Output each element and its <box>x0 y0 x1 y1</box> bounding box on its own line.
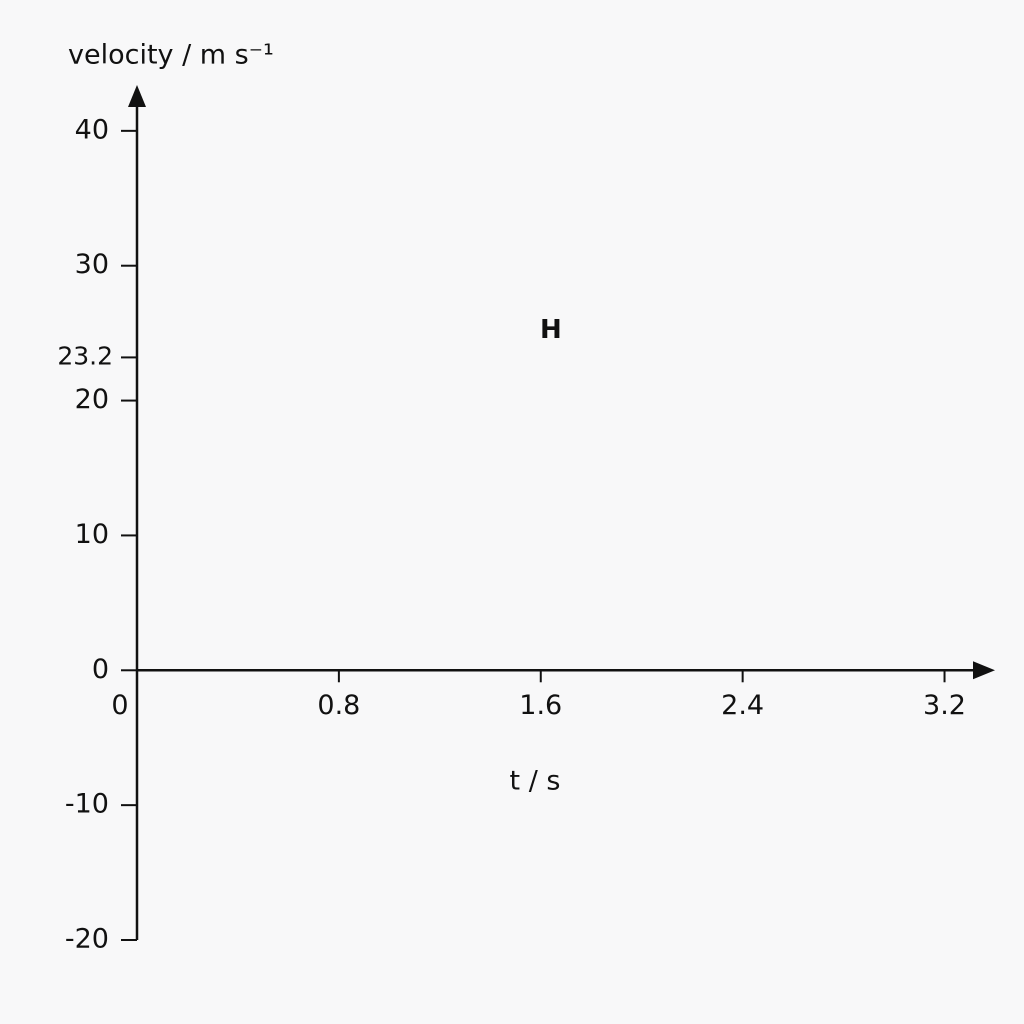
x-tick-label: 0 <box>111 690 128 721</box>
y-axis-arrow <box>128 85 146 107</box>
y-tick-label: 20 <box>75 384 109 415</box>
y-tick-label: 23.2 <box>57 341 113 370</box>
x-tick-label: 1.6 <box>519 690 562 721</box>
x-tick-label: 2.4 <box>721 690 764 721</box>
x-axis-arrow <box>973 661 995 680</box>
y-tick-label: 0 <box>92 654 109 685</box>
y-tick-label: -10 <box>65 789 109 820</box>
y-tick-label: -20 <box>65 924 109 955</box>
y-tick-label: 30 <box>75 249 109 280</box>
y-axis-label: velocity / m s⁻¹ <box>68 40 274 71</box>
x-tick-label: 3.2 <box>923 690 966 721</box>
series-label: H <box>540 315 562 345</box>
x-tick-label: 0.8 <box>317 690 360 721</box>
y-tick-label: 10 <box>75 519 109 550</box>
x-axis-label: t / s <box>510 766 561 797</box>
y-tick-label: 40 <box>75 114 109 145</box>
